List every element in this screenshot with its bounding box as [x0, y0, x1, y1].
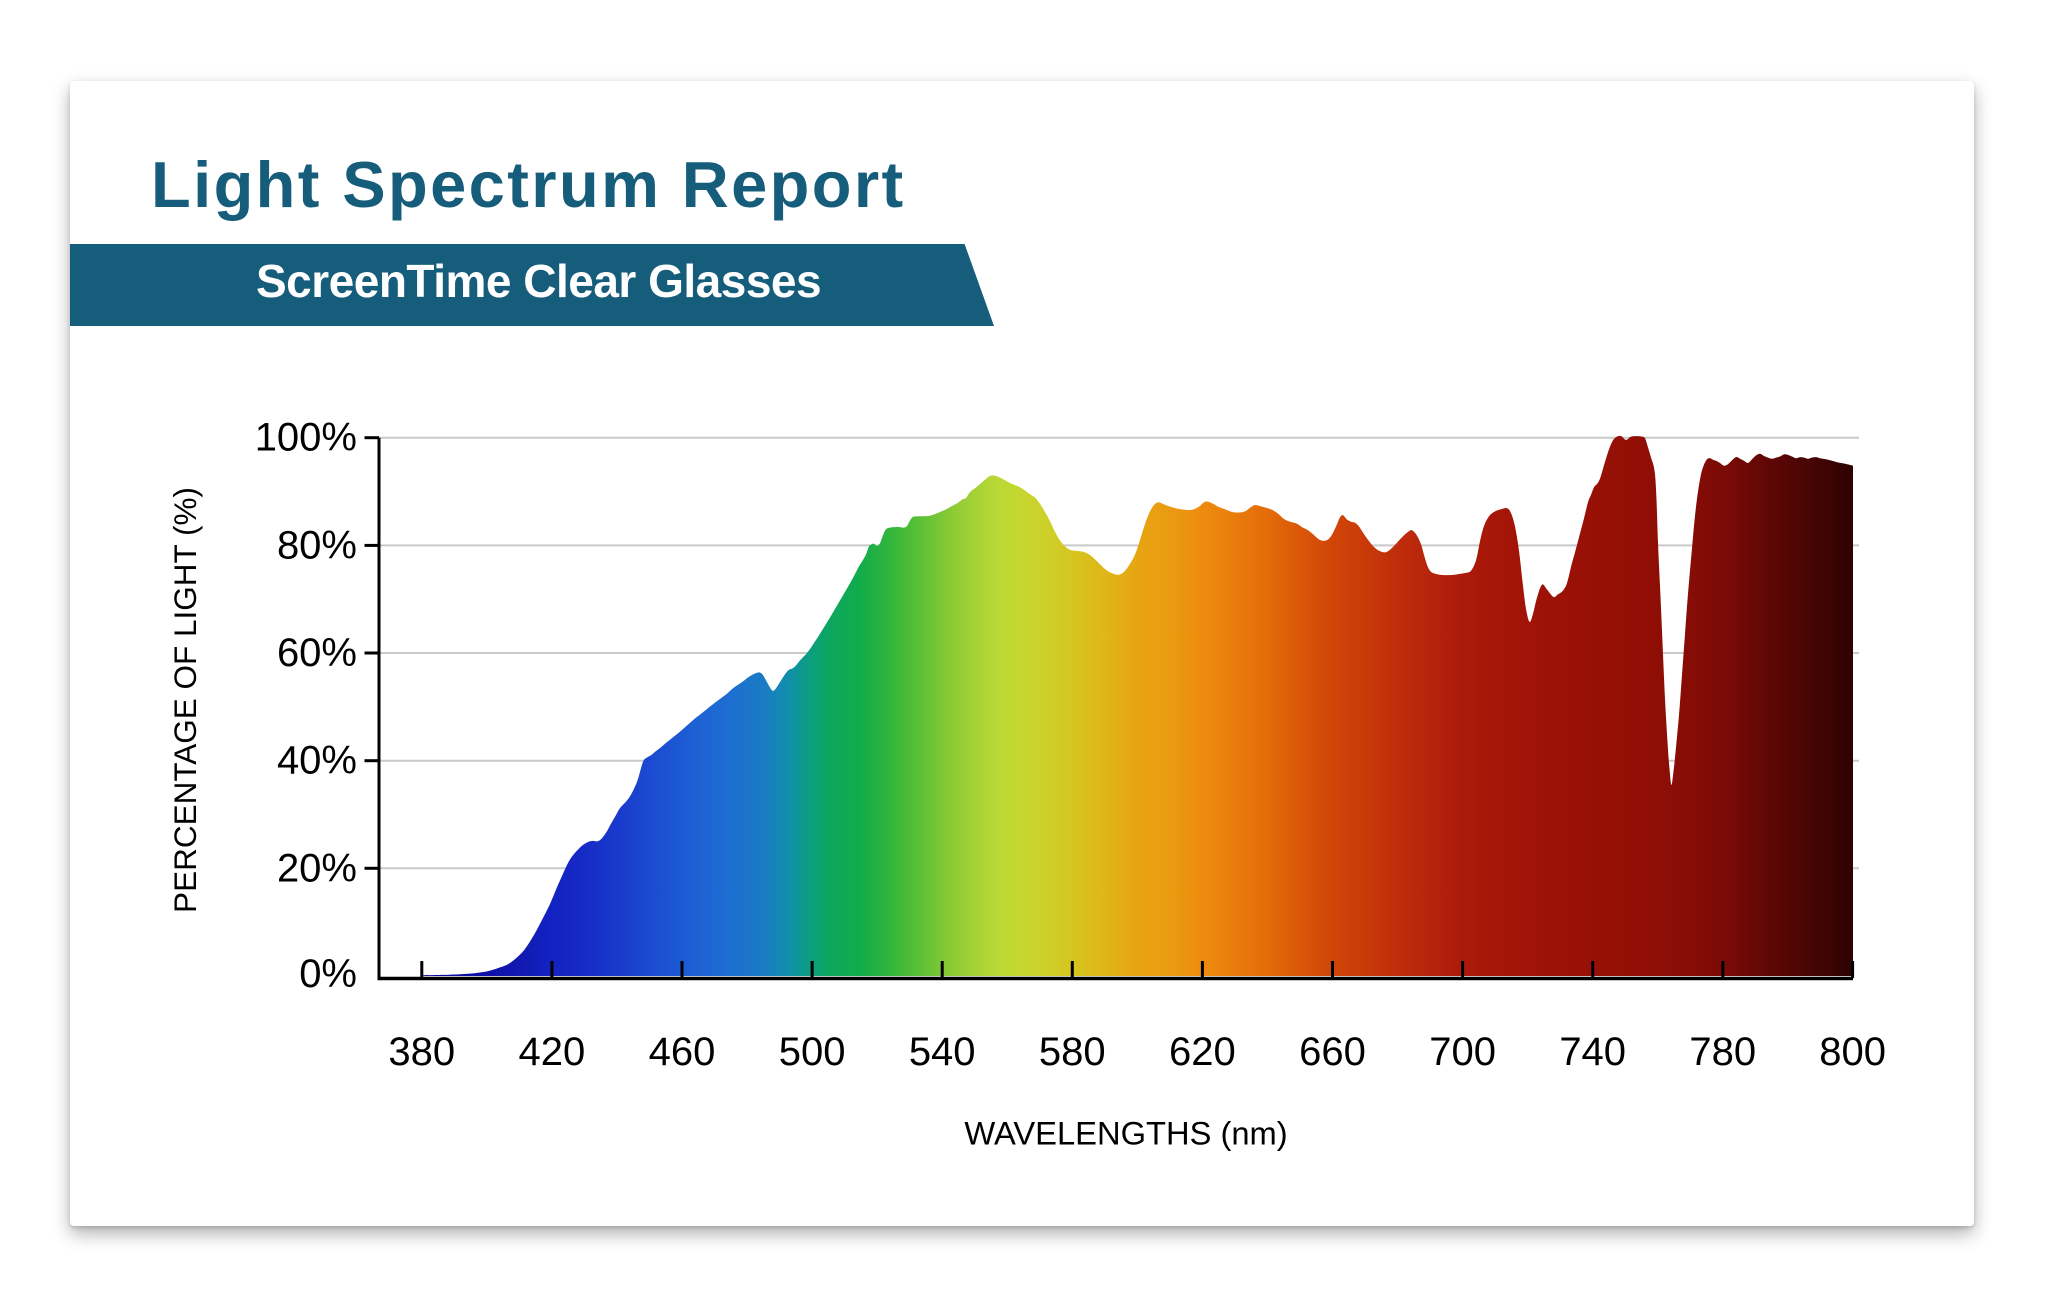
svg-text:80%: 80% [277, 523, 357, 567]
svg-text:540: 540 [909, 1030, 976, 1074]
svg-text:40%: 40% [277, 739, 357, 783]
svg-text:800: 800 [1819, 1030, 1886, 1074]
svg-text:20%: 20% [277, 846, 357, 890]
svg-text:PERCENTAGE OF LIGHT (%): PERCENTAGE OF LIGHT (%) [167, 487, 203, 913]
svg-text:60%: 60% [277, 631, 357, 675]
svg-text:740: 740 [1559, 1030, 1626, 1074]
svg-text:0%: 0% [299, 952, 357, 996]
svg-text:420: 420 [519, 1030, 586, 1074]
svg-text:580: 580 [1039, 1030, 1106, 1074]
svg-text:460: 460 [649, 1030, 716, 1074]
svg-text:660: 660 [1299, 1030, 1366, 1074]
svg-text:WAVELENGTHS (nm): WAVELENGTHS (nm) [964, 1115, 1287, 1152]
svg-text:500: 500 [779, 1030, 846, 1074]
svg-text:700: 700 [1429, 1030, 1496, 1074]
svg-text:100%: 100% [255, 416, 357, 460]
svg-text:620: 620 [1169, 1030, 1236, 1074]
svg-text:780: 780 [1689, 1030, 1756, 1074]
svg-text:380: 380 [388, 1030, 455, 1074]
